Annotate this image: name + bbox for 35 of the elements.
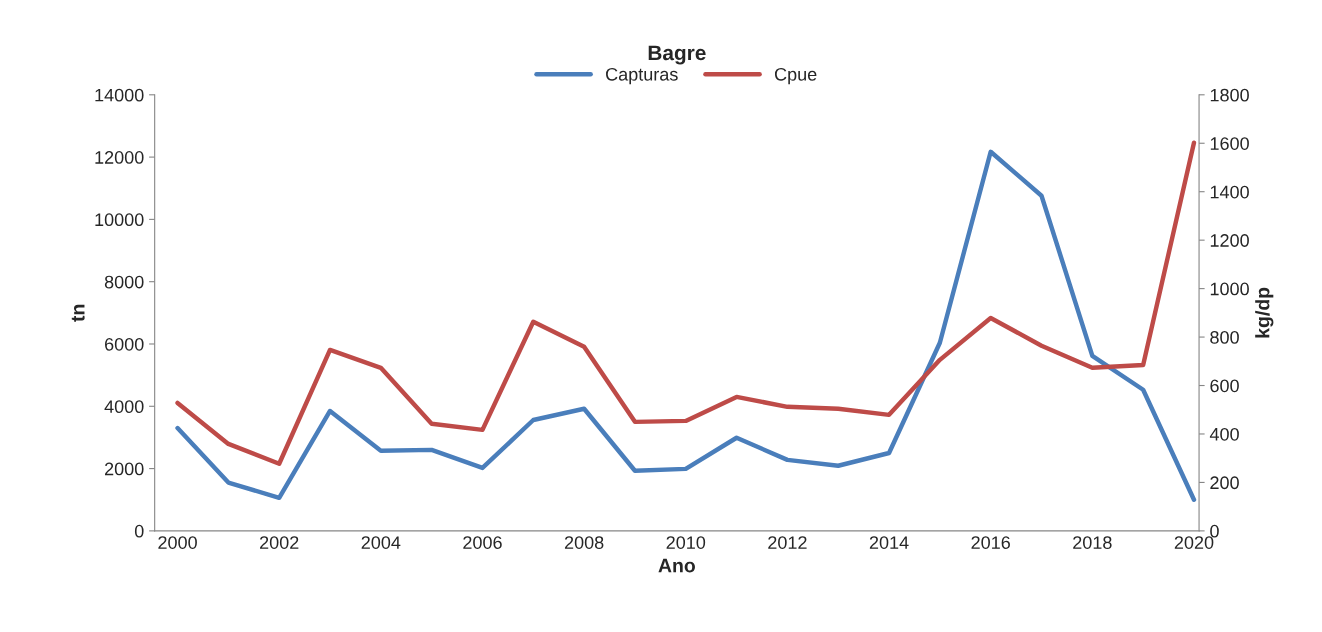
x-tick-label: 2020 [1174, 536, 1214, 549]
x-tick-label: 2012 [768, 536, 807, 549]
x-tick-label: 2008 [564, 536, 604, 549]
x-tick-label: 2000 [158, 536, 197, 549]
y2-axis-title: kg/dp [1255, 287, 1274, 338]
y-tick-label: 10000 [95, 213, 144, 227]
x-tick-label: 2004 [361, 536, 401, 549]
y2-tick-label: 1800 [1210, 88, 1249, 102]
y-tick-label: 12000 [95, 151, 144, 164]
y2-tick-label: 1200 [1210, 234, 1249, 247]
y2-tick-label: 1000 [1210, 282, 1249, 296]
y2-tick-label: 600 [1210, 379, 1239, 393]
legend-label: Capturas [606, 67, 678, 85]
x-tick-label: 2006 [463, 536, 502, 549]
y2-tick-label: 0 [1210, 524, 1219, 538]
y2-tick-label: 1600 [1210, 137, 1249, 150]
y-tick-label: 8000 [104, 275, 144, 289]
x-tick-label: 2002 [260, 536, 299, 549]
x-axis-title: Ano [658, 558, 695, 573]
y2-tick-label: 400 [1209, 427, 1239, 441]
chart-title: Bagre [648, 45, 706, 65]
y-axis-title: tn [71, 304, 85, 322]
y2-tick-label: 200 [1210, 476, 1239, 490]
y-tick-label: 2000 [105, 462, 144, 476]
legend-label: Cpue [774, 67, 817, 85]
y-tick-label: 4000 [104, 400, 144, 414]
y-tick-label: 14000 [95, 88, 144, 102]
y-tick-label: 0 [134, 524, 144, 538]
y2-tick-label: 800 [1210, 331, 1239, 344]
x-tick-label: 2014 [869, 536, 909, 549]
x-tick-label: 2018 [1073, 536, 1112, 549]
y-tick-label: 6000 [105, 337, 144, 351]
y2-tick-label: 1400 [1210, 185, 1249, 199]
x-tick-label: 2016 [971, 536, 1010, 549]
x-tick-label: 2010 [666, 536, 706, 549]
